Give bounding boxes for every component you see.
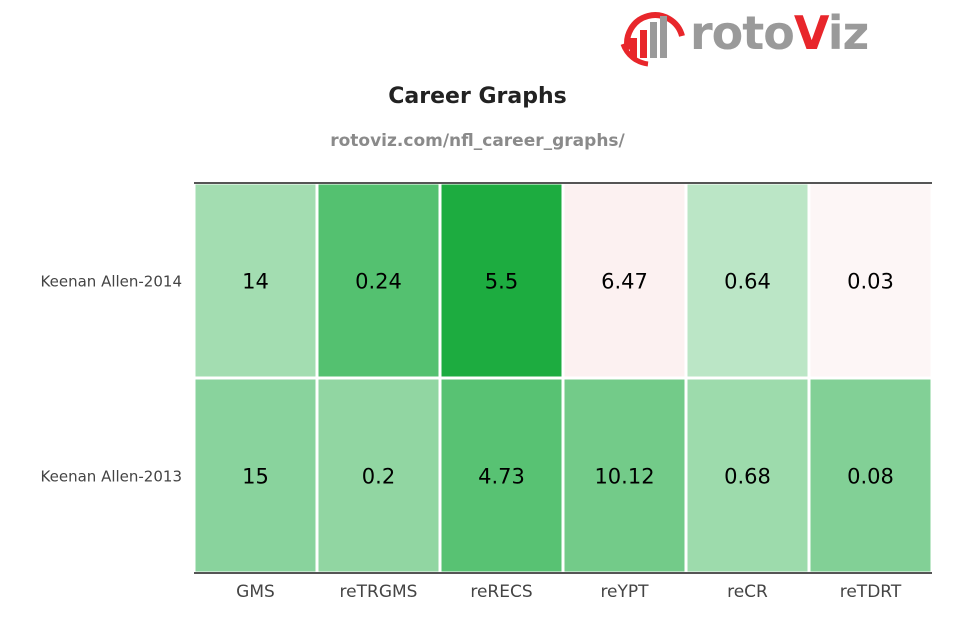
bar-chart-logo-icon: [620, 12, 685, 67]
cell-value-label: 6.47: [601, 270, 648, 294]
column-label: reRECS: [470, 582, 532, 602]
heatmap-cell: [807, 376, 934, 575]
heatmap-cell: [192, 181, 319, 380]
chart-title: Career Graphs: [388, 84, 567, 109]
cell-value-label: 0.2: [362, 465, 395, 489]
column-label: GMS: [236, 582, 275, 602]
cell-value-label: 14: [242, 270, 269, 294]
rotoviz-logo: rotoViz: [618, 6, 869, 68]
cell-value-label: 0.68: [724, 465, 771, 489]
logo-wordmark: rotoViz: [690, 6, 869, 60]
cell-value-label: 4.73: [478, 465, 525, 489]
heatmap-cell: [438, 181, 565, 380]
column-label: reCR: [727, 582, 768, 602]
column-label: reTRGMS: [340, 582, 418, 602]
cell-value-label: 15: [242, 465, 269, 489]
row-label: Keenan Allen-2014: [41, 273, 182, 291]
chart-subtitle: rotoviz.com/nfl_career_graphs/: [330, 131, 625, 151]
cell-value-label: 10.12: [594, 465, 654, 489]
heatmap-cell: [684, 376, 811, 575]
heatmap-cell: [807, 181, 934, 380]
cell-value-label: 0.03: [847, 270, 894, 294]
cell-value-label: 0.24: [355, 270, 402, 294]
heatmap-cell: [315, 376, 442, 575]
row-label: Keenan Allen-2013: [41, 468, 182, 486]
heatmap-cell: [192, 376, 319, 575]
column-label: reYPT: [600, 582, 649, 602]
cell-value-label: 0.64: [724, 270, 771, 294]
cell-value-label: 5.5: [485, 270, 518, 294]
heatmap-cell: [438, 376, 565, 575]
column-label: reTDRT: [840, 582, 902, 602]
cell-value-label: 0.08: [847, 465, 894, 489]
